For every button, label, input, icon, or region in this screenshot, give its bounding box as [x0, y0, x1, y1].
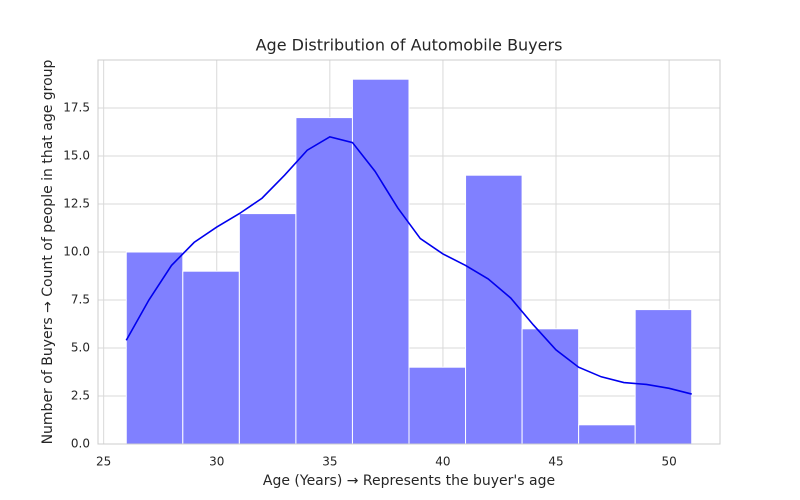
kde-line — [125, 135, 692, 395]
x-tick-label: 35 — [322, 455, 337, 469]
plot-area — [97, 59, 721, 445]
x-tick-label: 25 — [96, 455, 111, 469]
bar — [521, 328, 580, 445]
y-tick-label: 15.0 — [63, 149, 90, 163]
bar — [295, 117, 353, 445]
x-tick-label: 30 — [209, 455, 224, 469]
y-tick-label: 10.0 — [63, 245, 90, 259]
bar — [578, 424, 636, 445]
x-tick-label: 45 — [548, 455, 563, 469]
y-tick-label: 0.0 — [71, 437, 90, 451]
y-tick-label: 17.5 — [63, 101, 90, 115]
bar — [182, 270, 240, 445]
bar — [125, 251, 184, 445]
chart-title: Age Distribution of Automobile Buyers — [256, 36, 563, 55]
y-tick-label: 12.5 — [63, 197, 90, 211]
y-tick-label: 5.0 — [71, 341, 90, 355]
x-axis-label: Age (Years) → Represents the buyer's age — [263, 473, 555, 489]
x-tick-label: 50 — [661, 455, 676, 469]
bar — [634, 309, 693, 445]
bar — [465, 174, 523, 445]
x-tick-label: 40 — [435, 455, 450, 469]
bar — [238, 213, 297, 445]
bar — [408, 366, 467, 445]
y-tick-label: 2.5 — [71, 389, 90, 403]
y-tick-label: 7.5 — [71, 293, 90, 307]
y-axis-label: Number of Buyers → Count of people in th… — [40, 59, 56, 444]
bar — [351, 78, 410, 445]
